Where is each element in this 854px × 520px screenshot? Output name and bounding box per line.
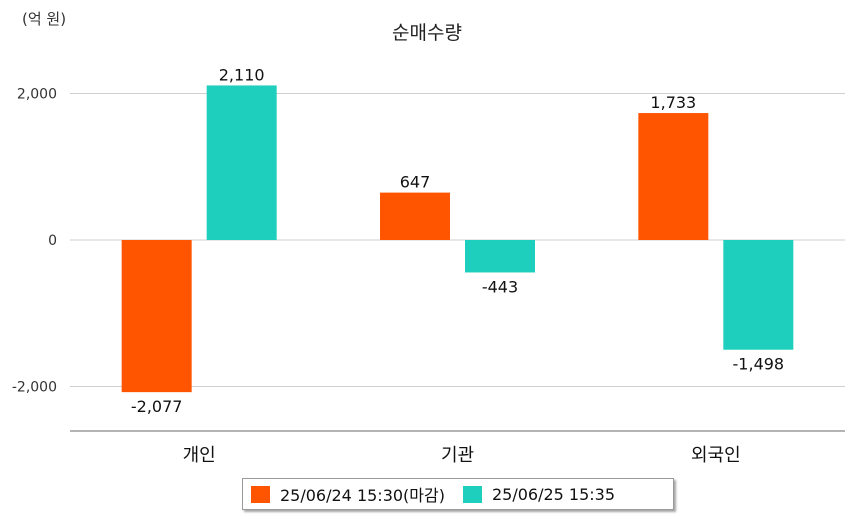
chart-title: 순매수량 bbox=[392, 22, 462, 44]
legend-swatch-series-0 bbox=[251, 485, 270, 503]
bar-0-1 bbox=[380, 192, 450, 240]
x-tick-label-1: 기관 bbox=[441, 445, 474, 466]
bar-1-1 bbox=[465, 240, 535, 273]
chart-legend: 25/06/24 15:30(마감) 25/06/25 15:35 bbox=[242, 478, 674, 510]
data-label-0-1: 647 bbox=[400, 173, 431, 192]
legend-swatch-series-1 bbox=[462, 485, 482, 503]
data-label-1-0: 2,110 bbox=[219, 65, 265, 84]
legend-item-series-0[interactable]: 25/06/24 15:30(마감) bbox=[251, 482, 445, 506]
x-tick-label-2: 외국인 bbox=[691, 445, 741, 466]
bar-0-2 bbox=[638, 113, 709, 240]
data-label-1-2: -1,498 bbox=[733, 355, 785, 374]
data-label-0-0: -2,077 bbox=[131, 397, 183, 416]
y-unit-label: (억 원) bbox=[22, 10, 67, 28]
bar-0-0 bbox=[121, 240, 192, 393]
bar-1-2 bbox=[723, 240, 794, 350]
legend-item-series-1[interactable]: 25/06/25 15:35 bbox=[462, 484, 616, 504]
y-tick-label-1: 0 bbox=[48, 233, 57, 249]
legend-label-series-1: 25/06/25 15:35 bbox=[491, 484, 616, 504]
bar-1-0 bbox=[206, 85, 277, 240]
data-label-0-2: 1,733 bbox=[650, 93, 696, 112]
y-tick-label-0: 2,000 bbox=[17, 87, 57, 103]
x-tick-label-0: 개인 bbox=[183, 445, 216, 466]
data-label-1-1: -443 bbox=[482, 277, 518, 296]
y-tick-label-2: -2,000 bbox=[12, 380, 57, 396]
legend-label-series-0: 25/06/24 15:30(마감) bbox=[280, 486, 445, 505]
